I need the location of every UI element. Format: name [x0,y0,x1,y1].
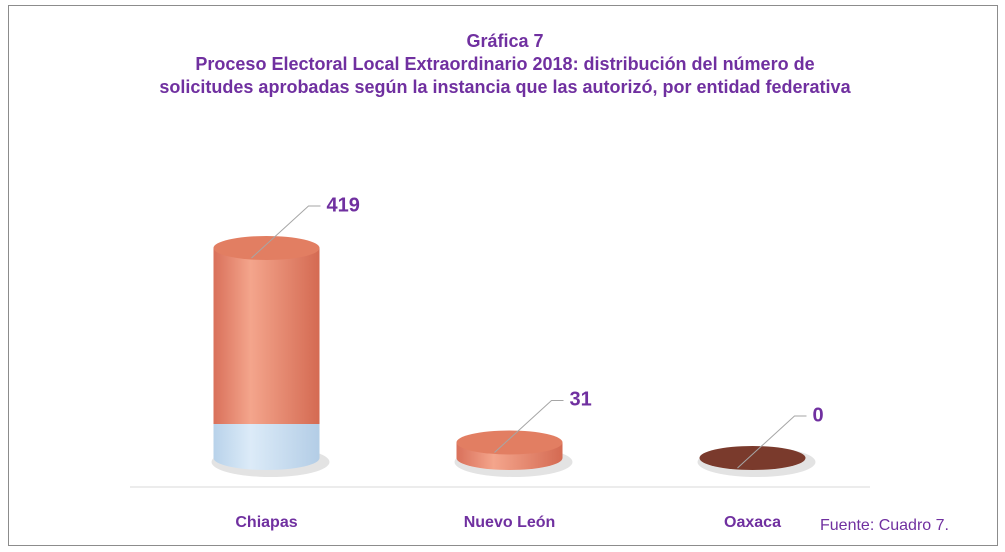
leader-line [251,205,321,259]
x-tick-label: Nuevo León [464,514,556,531]
source-note: Fuente: Cuadro 7. [820,517,949,534]
chart-title: Gráfica 7 [466,31,544,51]
data-label: 0 [813,404,824,426]
leader-line [494,399,564,453]
leader-line [737,415,807,469]
x-tick-label: Oaxaca [724,514,781,531]
data-label: 419 [327,194,360,216]
chart-subtitle: Proceso Electoral Local Extraordinario 2… [159,54,851,97]
bar [456,430,563,470]
bar [213,236,320,470]
data-label: 31 [570,389,592,411]
bar [699,446,806,470]
chart-frame [8,5,998,546]
x-tick-label: Chiapas [235,514,297,531]
